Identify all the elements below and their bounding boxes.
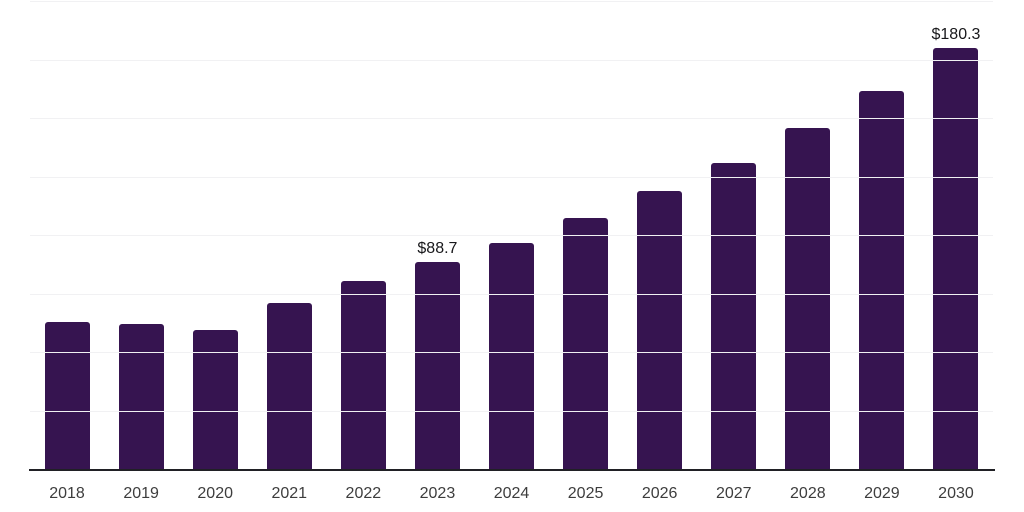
bar-value-label-2023: $88.7 — [417, 240, 458, 258]
x-axis-line — [29, 469, 995, 471]
bar-2024 — [489, 243, 534, 470]
gridline-y-75 — [30, 293, 993, 295]
gridline-y-200 — [30, 1, 993, 2]
gridline-y-150 — [30, 118, 993, 119]
bar-2027 — [711, 163, 757, 470]
x-tick-label-2028: 2028 — [790, 485, 826, 502]
x-tick-label-2020: 2020 — [197, 485, 233, 502]
bar-slot-2022 — [326, 2, 400, 470]
bar-slot-2028 — [771, 2, 845, 470]
plot-area: $88.7 $180.3 — [30, 1, 993, 470]
bar-2026 — [637, 191, 683, 470]
bar-slot-2020 — [178, 2, 252, 470]
x-tick-label-2029: 2029 — [864, 485, 900, 502]
bar-slot-2027 — [697, 2, 771, 470]
x-axis-tick-labels: 2018 2019 2020 2021 2022 2023 2024 2025 2026 2027… — [30, 484, 993, 503]
bar-2018 — [44, 321, 90, 470]
x-tick-label-2024: 2024 — [493, 485, 530, 502]
bar-slot-2021 — [252, 2, 326, 470]
bar-2020 — [192, 329, 238, 470]
bar-slot-2019 — [104, 2, 178, 470]
x-tick-label-2021: 2021 — [271, 485, 308, 502]
bar-2029 — [859, 90, 905, 470]
bar-2025 — [563, 217, 609, 470]
bar-2022 — [340, 280, 386, 470]
gridline-y-50 — [30, 352, 993, 353]
bar-2030 — [933, 48, 979, 470]
bar-slot-2030: $180.3 — [919, 2, 993, 470]
bar-slot-2026 — [623, 2, 697, 470]
gridline-y-175 — [30, 59, 993, 61]
x-tick-label-2018: 2018 — [49, 485, 85, 502]
bar-value-label-2030: $180.3 — [931, 26, 981, 44]
gridline-y-125 — [30, 176, 993, 178]
x-tick-label-2030: 2030 — [938, 485, 974, 502]
x-tick-label-2026: 2026 — [641, 485, 678, 502]
bar-2019 — [118, 324, 164, 470]
bar-slot-2023: $88.7 — [400, 2, 474, 470]
bars-container: $88.7 $180.3 — [30, 2, 993, 470]
bar-slot-2029 — [845, 2, 919, 470]
x-tick-label-2027: 2027 — [715, 485, 752, 502]
bar-2023 — [414, 262, 460, 470]
x-tick-label-2023: 2023 — [419, 485, 456, 502]
bar-slot-2018 — [30, 2, 104, 470]
bar-slot-2025 — [549, 2, 623, 470]
x-tick-label-2022: 2022 — [345, 485, 382, 502]
bar-2021 — [266, 303, 312, 470]
bar-slot-2024 — [474, 2, 548, 470]
gridline-y-25 — [30, 410, 993, 412]
x-tick-label-2025: 2025 — [567, 485, 604, 502]
x-tick-label-2019: 2019 — [123, 485, 159, 502]
bar-2028 — [785, 127, 831, 470]
gridline-y-100 — [30, 235, 993, 236]
